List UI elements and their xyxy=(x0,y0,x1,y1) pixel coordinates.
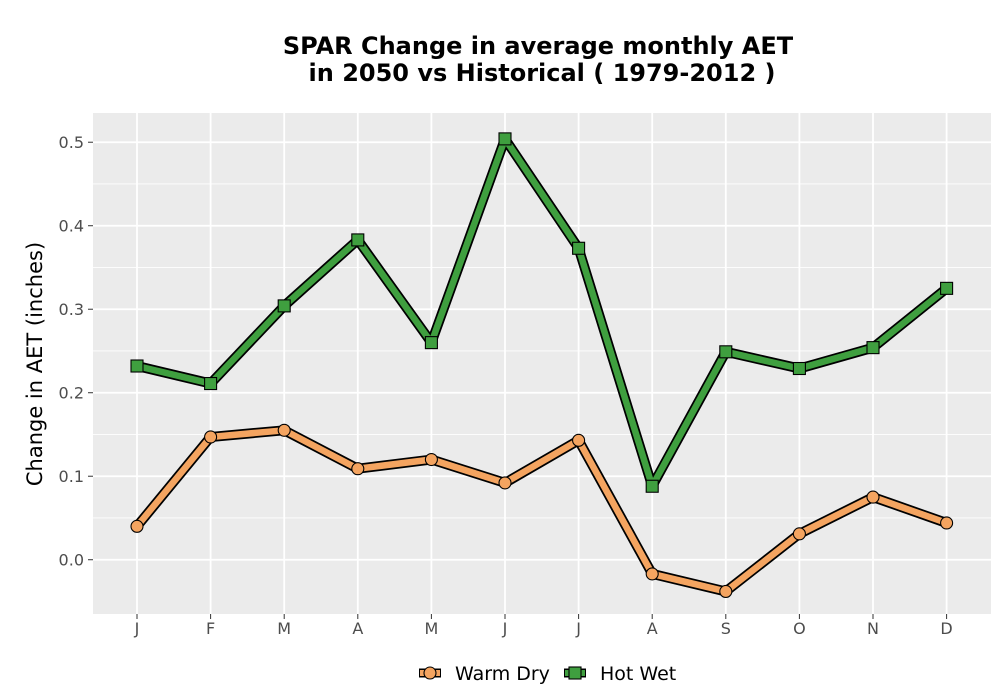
legend: Warm Dry Hot Wet xyxy=(419,663,676,685)
data-point xyxy=(204,430,218,444)
x-tick-label: N xyxy=(867,619,879,638)
legend-label: Warm Dry xyxy=(455,663,550,685)
x-tick-label: M xyxy=(277,619,291,638)
y-tick-label: 0.3 xyxy=(59,300,84,319)
series-hot-wet xyxy=(130,132,954,493)
x-tick-label: D xyxy=(940,619,952,638)
data-point xyxy=(498,132,512,146)
x-tick-label: A xyxy=(647,619,658,638)
data-point xyxy=(940,281,954,295)
data-point xyxy=(866,341,880,355)
data-point xyxy=(719,584,733,599)
legend-item: Hot Wet xyxy=(564,663,676,685)
legend-marker xyxy=(423,666,437,680)
data-point xyxy=(351,233,365,247)
y-tick-label: 0.0 xyxy=(59,551,84,570)
data-point xyxy=(572,241,586,255)
x-tick-label: S xyxy=(721,619,731,638)
series-layer xyxy=(130,132,954,599)
x-tick-label: O xyxy=(793,619,806,638)
chart-title-line1: SPAR Change in average monthly AET xyxy=(283,32,794,60)
legend-marker xyxy=(568,666,582,680)
data-point xyxy=(424,336,438,350)
legend-label: Hot Wet xyxy=(600,663,676,685)
chart-title-line2: in 2050 vs Historical ( 1979-2012 ) xyxy=(309,59,776,87)
series-line xyxy=(133,135,950,490)
data-point xyxy=(792,527,806,541)
y-tick-label: 0.2 xyxy=(59,384,84,403)
legend-item: Warm Dry xyxy=(419,663,550,685)
data-point xyxy=(351,462,365,476)
data-point xyxy=(940,516,954,530)
series-line xyxy=(133,427,950,595)
y-axis-label: Change in AET (inches) xyxy=(23,242,47,486)
y-tick-label: 0.4 xyxy=(59,217,84,236)
data-point xyxy=(719,345,733,359)
data-point xyxy=(645,567,659,581)
x-tick-label: M xyxy=(424,619,438,638)
data-point xyxy=(498,476,512,490)
x-tick-label: A xyxy=(352,619,363,638)
y-tick-label: 0.1 xyxy=(59,467,84,486)
y-tick-label: 0.5 xyxy=(59,133,84,152)
data-point xyxy=(792,361,806,376)
x-tick-label: J xyxy=(502,619,508,638)
data-point xyxy=(204,376,218,391)
data-point xyxy=(645,479,659,493)
data-point xyxy=(130,519,144,533)
series-warm-dry xyxy=(130,423,954,599)
y-axis-ticks: 0.0 0.1 0.2 0.3 0.4 0.5 xyxy=(59,133,93,570)
data-point xyxy=(130,359,144,373)
data-point xyxy=(277,423,291,437)
data-point xyxy=(277,299,291,313)
x-tick-label: J xyxy=(575,619,581,638)
data-point xyxy=(866,490,880,504)
data-point xyxy=(572,433,586,447)
x-tick-label: J xyxy=(134,619,140,638)
data-point xyxy=(424,452,438,467)
x-tick-label: F xyxy=(206,619,215,638)
